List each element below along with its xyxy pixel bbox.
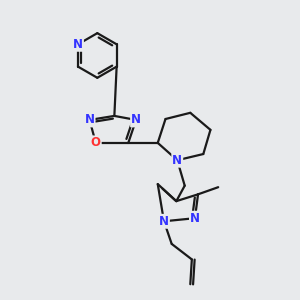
- Text: N: N: [190, 212, 200, 225]
- Text: N: N: [172, 154, 182, 167]
- Text: N: N: [85, 113, 94, 126]
- Text: N: N: [159, 215, 169, 228]
- Text: N: N: [73, 38, 83, 51]
- Text: O: O: [91, 136, 101, 149]
- Text: N: N: [131, 113, 141, 126]
